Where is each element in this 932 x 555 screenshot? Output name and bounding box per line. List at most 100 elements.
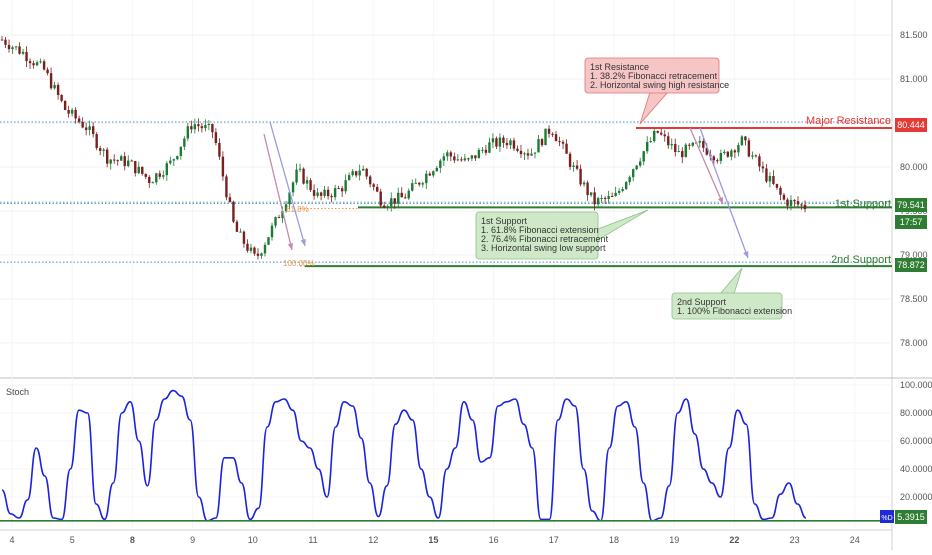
candle-body: [505, 142, 509, 146]
time-tick-label: 16: [489, 535, 499, 545]
candle-body: [516, 148, 519, 151]
candle-body: [428, 173, 431, 176]
candle-body: [274, 217, 277, 226]
candle-body: [631, 169, 635, 178]
candle-body: [537, 139, 540, 153]
candle-body: [60, 94, 63, 101]
candle-body: [470, 155, 474, 159]
candle-body: [193, 124, 197, 130]
time-tick-label: 24: [850, 535, 860, 545]
candle-body: [582, 182, 586, 185]
price-axis: 81.50081.00080.50080.00079.50079.00078.5…: [900, 30, 932, 502]
fib-arrow-line: [689, 127, 724, 205]
candle-body: [105, 149, 109, 164]
candle-body: [677, 151, 680, 153]
candle-body: [295, 169, 298, 183]
candle-body: [302, 168, 305, 184]
candle-body: [109, 159, 112, 164]
time-tick-label: 19: [669, 535, 679, 545]
candle-body: [127, 160, 130, 167]
candle-body: [158, 173, 161, 177]
candle-body: [365, 168, 368, 177]
candle-body: [442, 156, 446, 161]
candle-body: [456, 159, 460, 161]
candle-body: [712, 156, 716, 161]
fib-arrow-head: [287, 243, 294, 250]
candle-body: [786, 199, 789, 206]
candle-body: [351, 171, 354, 176]
candle-body: [319, 192, 323, 196]
candle-body: [491, 138, 495, 143]
candle-body: [474, 155, 477, 159]
candle-body: [660, 132, 663, 135]
candle-body: [638, 161, 642, 166]
candle-body: [81, 121, 84, 128]
candle-body: [330, 196, 333, 198]
candle-body: [253, 247, 256, 254]
candle-body: [603, 198, 607, 200]
resistance-price-tag: 80.444: [895, 118, 927, 132]
candle-body: [544, 128, 547, 146]
candle-body: [642, 151, 645, 162]
candle-body: [635, 165, 638, 170]
grid: [0, 34, 892, 498]
candle-body: [481, 149, 484, 151]
candle-body: [225, 176, 228, 198]
candle-body: [411, 183, 414, 191]
candle-body: [702, 141, 705, 148]
candle-body: [509, 140, 512, 146]
candle-body: [25, 51, 28, 62]
candle-body: [56, 84, 60, 95]
candle-body: [565, 143, 568, 154]
price-tick-label: 78.500: [900, 294, 928, 304]
candle-body: [337, 188, 340, 190]
candle-body: [400, 192, 403, 198]
candle-body: [270, 225, 274, 238]
stoch-tick-label: 80.0000: [900, 408, 932, 418]
candle-body: [754, 155, 758, 157]
candle-body: [418, 182, 421, 185]
candle-body: [716, 160, 719, 162]
candle-body: [232, 201, 235, 222]
candle-body: [144, 173, 147, 177]
candle-body: [281, 211, 284, 218]
candle-body: [751, 155, 754, 157]
candle-body: [18, 46, 21, 54]
candle-body: [674, 144, 677, 153]
candle-body: [256, 253, 260, 256]
support1-callout-line-1: 1st Support: [481, 216, 528, 226]
resistance-price-tag-text: 80.444: [897, 120, 925, 130]
candle-body: [698, 141, 702, 143]
candle-body: [130, 160, 133, 162]
candle-body: [684, 144, 687, 158]
candle-body: [600, 198, 603, 200]
candle-body: [803, 204, 807, 210]
fib-arrow-line: [699, 127, 749, 259]
candle-body: [291, 182, 295, 193]
candle-body: [614, 192, 617, 197]
candle-body: [551, 133, 554, 135]
candle-body: [344, 180, 347, 192]
candle-body: [169, 160, 172, 164]
candle-body: [796, 201, 800, 205]
price-tick-label: 78.000: [900, 338, 928, 348]
resistance-callout: 1st Resistance 1. 38.2% Fibonacci retrac…: [584, 57, 729, 125]
candle-body: [32, 63, 35, 66]
candle-body: [141, 166, 144, 174]
candle-body: [547, 128, 551, 134]
candle-body: [793, 199, 796, 202]
candle-body: [84, 127, 88, 130]
candle-body: [386, 206, 389, 208]
candle-body: [624, 182, 628, 190]
candle-body: [263, 244, 267, 254]
candle-body: [77, 118, 81, 122]
candle-body: [88, 126, 91, 130]
candle-body: [102, 149, 105, 151]
candle-body: [42, 61, 46, 70]
fib-arrow-head: [743, 251, 749, 258]
support2-price-tag-text: 78.872: [897, 260, 925, 270]
candle-body: [397, 192, 400, 204]
candle-body: [449, 152, 453, 157]
candle-body: [260, 253, 263, 256]
candle-body: [372, 184, 375, 187]
